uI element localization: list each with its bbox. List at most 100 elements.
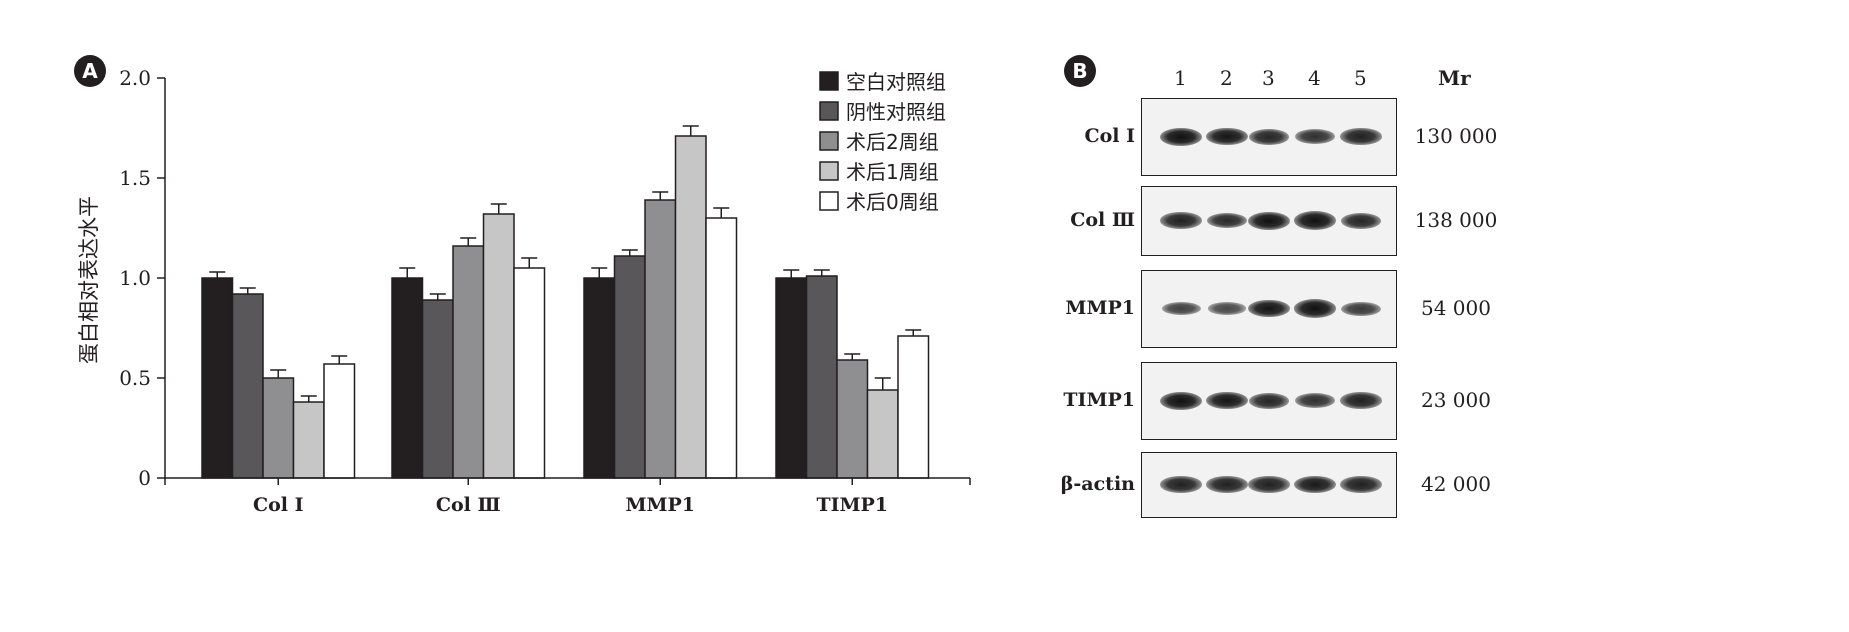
bar [613, 255, 646, 479]
lane-number: 2 [1220, 66, 1233, 90]
legend-label: 术后1周组 [846, 160, 939, 184]
blot-row: MMP1 54 000 [1040, 270, 1560, 348]
bar-series [201, 125, 930, 479]
blot-row-mr: 42 000 [1421, 472, 1491, 496]
lane-number: 3 [1262, 66, 1275, 90]
blot-band [1206, 476, 1248, 493]
bar [583, 277, 616, 479]
blot-band [1248, 211, 1290, 230]
bar [323, 363, 356, 479]
y-tick-label: 0.5 [119, 366, 151, 390]
legend-swatch [819, 101, 839, 121]
bar [292, 401, 325, 479]
blot-row: Col Ⅲ 138 000 [1040, 186, 1560, 256]
bar [262, 377, 295, 479]
blot-band [1248, 128, 1290, 145]
bar [805, 275, 838, 479]
blot-membrane [1141, 98, 1397, 176]
blot-band [1248, 392, 1290, 409]
bar [836, 359, 869, 479]
bar [866, 389, 899, 479]
bar [482, 213, 515, 479]
legend-swatch [819, 191, 839, 211]
x-tick-label: MMP1 [625, 494, 695, 516]
x-axis: Col Ⅰ Col Ⅲ MMP1 TIMP1 [164, 477, 971, 516]
bar [775, 277, 808, 479]
legend-label: 术后2周组 [846, 130, 939, 154]
bar [705, 217, 738, 479]
x-tick-label: TIMP1 [816, 494, 888, 516]
blot-band [1294, 476, 1336, 493]
blot-band [1294, 129, 1336, 144]
blot-band [1248, 476, 1290, 493]
lane-number: 5 [1354, 66, 1367, 90]
blot-band [1293, 211, 1337, 230]
legend-swatch [819, 71, 839, 91]
blot-band [1293, 299, 1337, 318]
legend-swatch [819, 131, 839, 151]
blot-membrane [1141, 186, 1397, 256]
western-blot: 1 2 3 4 5 Mr Col Ⅰ 130 000 Col Ⅲ 138 000 MMP1 54 00… [1040, 50, 1560, 530]
legend-label: 术后0周组 [846, 190, 939, 214]
bar [421, 299, 454, 479]
blot-band [1340, 392, 1382, 409]
legend-label: 阴性对照组 [846, 100, 946, 124]
blot-row-label: TIMP1 [1063, 389, 1135, 411]
blot-row: β-actin 42 000 [1040, 452, 1560, 518]
bar [391, 277, 424, 479]
y-tick-label: 1.0 [119, 266, 151, 290]
blot-membrane [1141, 362, 1397, 440]
blot-row-mr: 54 000 [1421, 296, 1491, 320]
blot-band [1207, 302, 1247, 315]
blot-band [1160, 391, 1202, 410]
bar [201, 277, 234, 479]
blot-band [1160, 127, 1202, 146]
blot-band [1340, 212, 1382, 229]
blot-membrane [1141, 452, 1397, 518]
blot-band [1206, 127, 1248, 146]
bar [674, 135, 707, 479]
legend-label: 空白对照组 [846, 70, 946, 94]
figure: A 0 0.5 1.0 1.5 2.0 Col Ⅰ Col Ⅲ MMP1 TIMP1 空白对照… [74, 50, 1560, 530]
blot-band [1206, 391, 1248, 410]
blot-row-label: Col Ⅲ [1070, 209, 1135, 231]
y-axis: 0 0.5 1.0 1.5 2.0 [119, 66, 166, 490]
blot-row: TIMP1 23 000 [1040, 362, 1560, 440]
y-axis-label: 蛋白相对表达水平 [77, 196, 101, 364]
blot-row-label: MMP1 [1065, 297, 1135, 319]
bar [897, 335, 930, 479]
x-tick-label: Col Ⅰ [253, 494, 304, 516]
blot-band [1206, 212, 1248, 229]
blot-membrane [1141, 270, 1397, 348]
bar-chart: 0 0.5 1.0 1.5 2.0 Col Ⅰ Col Ⅲ MMP1 TIMP1 空白对照组阴… [77, 66, 971, 516]
bar [231, 293, 264, 479]
lane-number: 1 [1174, 66, 1187, 90]
blot-band [1161, 302, 1201, 315]
x-tick-label: Col Ⅲ [436, 494, 501, 516]
y-tick-label: 0 [138, 466, 151, 490]
blot-row-label: β-actin [1060, 473, 1135, 495]
bar [513, 267, 546, 479]
blot-band [1160, 212, 1202, 229]
blot-band [1248, 299, 1290, 318]
legend-swatch [819, 161, 839, 181]
panel-a-badge: A [74, 55, 106, 87]
blot-band [1340, 476, 1382, 493]
blot-band [1340, 128, 1382, 145]
blot-row: Col Ⅰ 130 000 [1040, 98, 1560, 176]
blot-row-label: Col Ⅰ [1084, 125, 1135, 147]
bar [644, 199, 677, 479]
blot-row-mr: 138 000 [1414, 208, 1498, 232]
panel-b-badge: B [1064, 55, 1096, 87]
blot-band [1341, 301, 1381, 316]
blot-band [1160, 476, 1202, 493]
mr-header: Mr [1438, 66, 1471, 90]
blot-row-mr: 130 000 [1414, 124, 1498, 148]
bar [452, 245, 485, 479]
blot-band [1294, 393, 1336, 408]
lane-number: 4 [1308, 66, 1321, 90]
y-tick-label: 1.5 [119, 166, 151, 190]
y-tick-label: 2.0 [119, 66, 151, 90]
blot-row-mr: 23 000 [1421, 388, 1491, 412]
